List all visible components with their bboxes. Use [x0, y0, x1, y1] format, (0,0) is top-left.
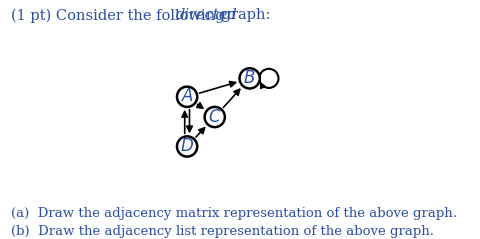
- Text: graph:: graph:: [217, 8, 270, 22]
- Text: (b)  Draw the adjacency list representation of the above graph.: (b) Draw the adjacency list representati…: [11, 225, 433, 238]
- Circle shape: [177, 87, 197, 107]
- Circle shape: [177, 136, 197, 157]
- Text: directed: directed: [176, 8, 238, 22]
- Circle shape: [240, 68, 260, 88]
- Text: $\mathit{D}$: $\mathit{D}$: [180, 138, 194, 155]
- Circle shape: [204, 107, 225, 127]
- Text: (1 pt) Consider the following: (1 pt) Consider the following: [11, 8, 229, 23]
- Text: $\mathit{A}$: $\mathit{A}$: [180, 88, 193, 105]
- Text: $\mathit{B}$: $\mathit{B}$: [243, 70, 256, 87]
- Text: (a)  Draw the adjacency matrix representation of the above graph.: (a) Draw the adjacency matrix representa…: [11, 207, 456, 220]
- Text: $\mathit{C}$: $\mathit{C}$: [208, 109, 221, 125]
